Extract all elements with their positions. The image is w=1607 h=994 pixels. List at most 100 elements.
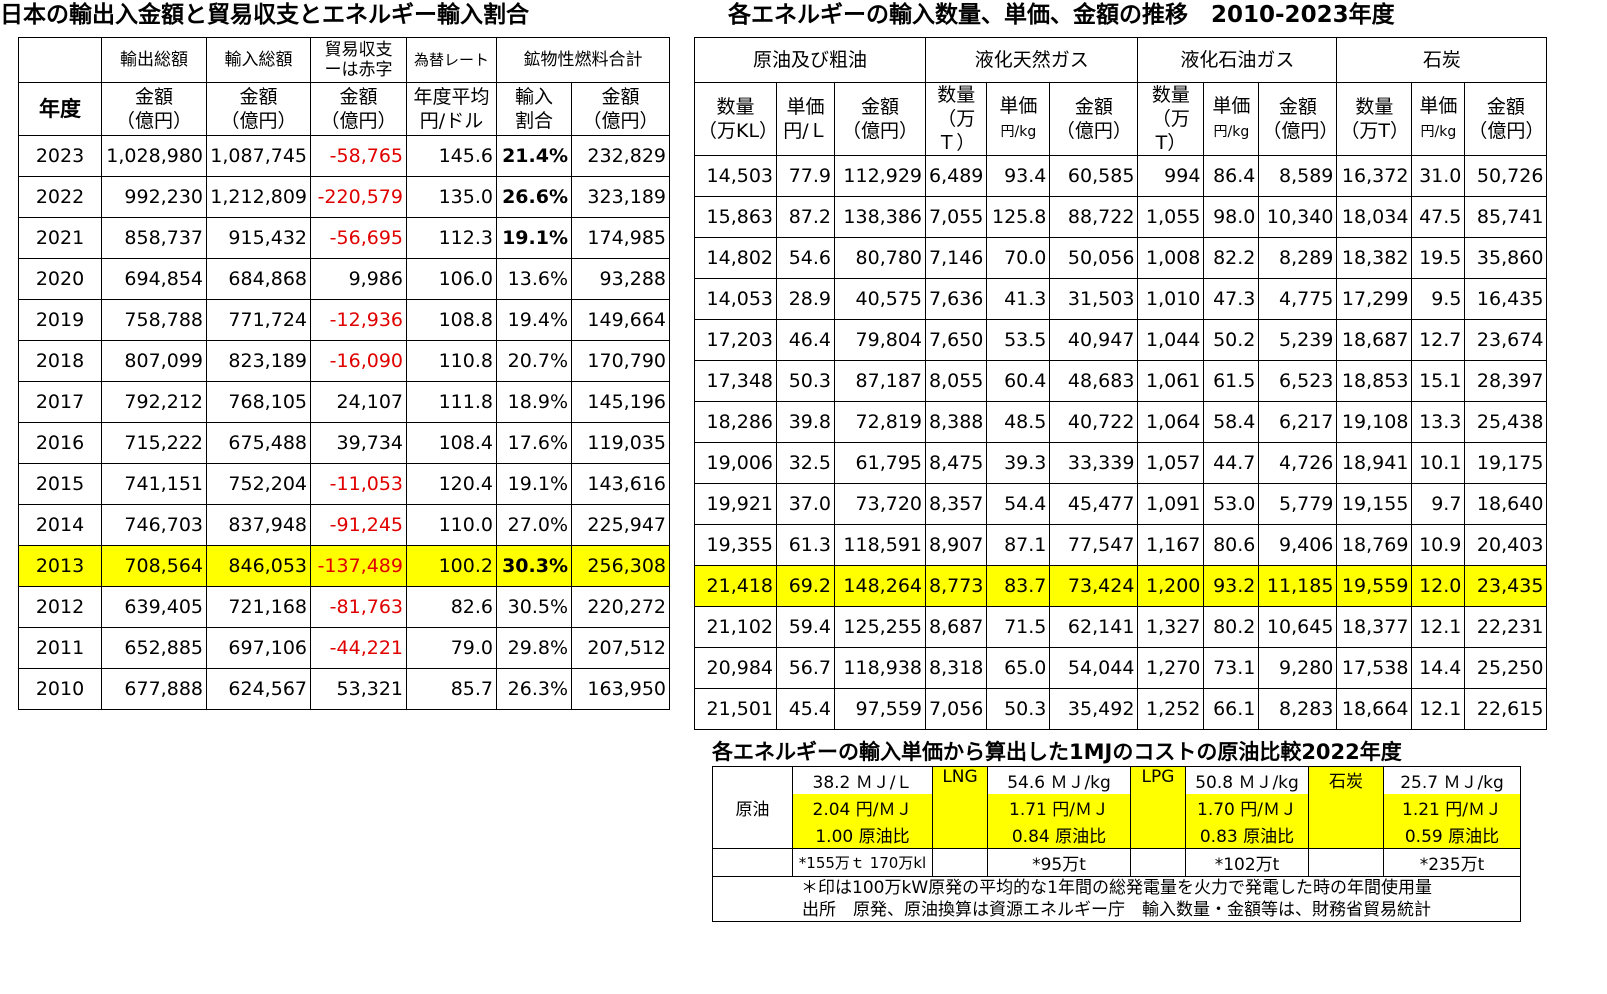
year-cell: 2016 (18, 422, 102, 464)
data-cell: 73,424 (1049, 565, 1139, 607)
header-lpg: 液化石油ガス (1137, 37, 1338, 83)
data-cell: 54,044 (1049, 647, 1139, 689)
mj-cost-coal: 1.21 円/ＭＪ (1383, 794, 1521, 821)
data-cell: 25,250 (1464, 647, 1548, 689)
header-amount: 金額 （億円） (1464, 82, 1548, 156)
data-cell: -81,763 (310, 586, 407, 628)
data-cell: 145,196 (571, 381, 670, 423)
data-cell: 80.6 (1203, 524, 1260, 566)
data-cell: 12.1 (1411, 606, 1466, 648)
data-cell: 21,418 (694, 565, 777, 607)
data-cell: 752,204 (206, 463, 311, 505)
data-cell: 25,438 (1464, 401, 1548, 443)
header-unit-price: 単価 円/kg (1203, 82, 1260, 156)
data-cell: 19,108 (1336, 401, 1413, 443)
data-cell: 143,616 (571, 463, 670, 505)
data-cell: 771,724 (206, 299, 311, 341)
table-row: 2016 715,222 675,488 39,734 108.4 17.6% 119,03… (18, 422, 670, 464)
data-cell: 232,829 (571, 135, 670, 177)
data-cell: 18,377 (1336, 606, 1413, 648)
data-cell: 45.4 (776, 688, 835, 730)
data-cell: 88,722 (1049, 196, 1139, 238)
data-cell: 225,947 (571, 504, 670, 546)
data-cell: 48.5 (986, 401, 1051, 443)
data-cell: 35,860 (1464, 237, 1548, 279)
left-title: 日本の輸出入金額と貿易収支とエネルギー輸入割合 (0, 2, 529, 28)
mj-cost-lpg: 1.70 円/ＭＪ (1185, 794, 1309, 821)
data-cell: 174,985 (571, 217, 670, 259)
data-cell: 28.9 (776, 278, 835, 320)
data-cell: 53.5 (986, 319, 1051, 361)
data-cell: 746,703 (101, 504, 207, 546)
right-title: 各エネルギーの輸入数量、単価、金額の推移 2010-2023年度 (728, 2, 1395, 28)
footnote-source: 出所 原発、原油換算は資源エネルギー庁 輸入数量・金額等は、財務省貿易統計 (712, 899, 1521, 922)
table-row: 2019 758,788 771,724 -12,936 108.8 19.4% 149,6… (18, 299, 670, 341)
data-cell: 7,650 (924, 319, 988, 361)
data-cell: 8,357 (924, 483, 988, 525)
data-cell: 8,687 (924, 606, 988, 648)
data-cell: 70.0 (986, 237, 1051, 279)
mj-energy-crude: 38.2 ＭＪ/Ｌ (792, 766, 933, 794)
table-row: 19,355 61.3 118,591 8,907 87.1 77,547 1,167 80.… (694, 524, 1548, 566)
data-cell: 652,885 (101, 627, 207, 669)
table-row: 2017 792,212 768,105 24,107 111.8 18.9% 145,19… (18, 381, 670, 423)
data-cell: 6,523 (1258, 360, 1338, 402)
mj-cost-crude: 2.04 円/ＭＪ (792, 794, 933, 821)
data-cell: 100.2 (406, 545, 497, 587)
data-cell: -56,695 (310, 217, 407, 259)
year-cell: 2011 (18, 627, 102, 669)
data-cell: 44.7 (1203, 442, 1260, 484)
data-cell: 1,028,980 (101, 135, 207, 177)
year-cell: 2013 (18, 545, 102, 587)
data-cell: 6,217 (1258, 401, 1338, 443)
header-unit-price: 単価 円/kg (1411, 82, 1466, 156)
data-cell: 80,780 (834, 237, 926, 279)
data-cell: 915,432 (206, 217, 311, 259)
data-cell: 758,788 (101, 299, 207, 341)
data-cell: 26.6% (496, 176, 572, 218)
table-row: 20,984 56.7 118,938 8,318 65.0 54,044 1,270 73.… (694, 647, 1548, 689)
data-cell: 48,683 (1049, 360, 1139, 402)
data-cell: 1,055 (1137, 196, 1205, 238)
data-cell: 694,854 (101, 258, 207, 300)
data-cell: 111.8 (406, 381, 497, 423)
table-row: 2020 694,854 684,868 9,986 106.0 13.6% 93,288 (18, 258, 670, 300)
data-cell: 715,222 (101, 422, 207, 464)
header-amount: 金額 （億円） (206, 82, 311, 136)
data-cell: 9,986 (310, 258, 407, 300)
table-row: 2014 746,703 837,948 -91,245 110.0 27.0% 225,9… (18, 504, 670, 546)
data-cell: 108.8 (406, 299, 497, 341)
data-cell: 8,318 (924, 647, 988, 689)
mj-label-crude: 原油 (712, 766, 793, 849)
data-cell: 19.4% (496, 299, 572, 341)
data-cell: 39.3 (986, 442, 1051, 484)
data-cell: 19,175 (1464, 442, 1548, 484)
data-cell: 10,645 (1258, 606, 1338, 648)
data-cell: 11,185 (1258, 565, 1338, 607)
data-cell: 21.4% (496, 135, 572, 177)
table-row: 17,203 46.4 79,804 7,650 53.5 40,947 1,044 50.2… (694, 319, 1548, 361)
mj-energy-lpg: 50.8 ＭＪ/kg (1185, 766, 1309, 794)
data-cell: 994 (1137, 155, 1205, 197)
mj-cost-lng: 1.71 円/ＭＪ (987, 794, 1131, 821)
header-lng: 液化天然ガス (924, 37, 1139, 83)
table-row: 14,053 28.9 40,575 7,636 41.3 31,503 1,010 47.3… (694, 278, 1548, 320)
data-cell: 15,863 (694, 196, 777, 238)
data-cell: 53.0 (1203, 483, 1260, 525)
data-cell: 24,107 (310, 381, 407, 423)
data-cell: 31.0 (1411, 155, 1466, 197)
table-row: 19,006 32.5 61,795 8,475 39.3 33,339 1,057 44.7… (694, 442, 1548, 484)
data-cell: 19,355 (694, 524, 777, 566)
data-cell: 18,853 (1336, 360, 1413, 402)
data-cell: 14,802 (694, 237, 777, 279)
trade-table: 輸出総額 輸入総額 貿易収支 ーは赤字 為替レート 鉱物性燃料合計 年度 金額 … (18, 37, 670, 710)
data-cell: 10,340 (1258, 196, 1338, 238)
data-cell: 35,492 (1049, 688, 1139, 730)
data-cell: 10.9 (1411, 524, 1466, 566)
data-cell: 18,286 (694, 401, 777, 443)
data-cell: 675,488 (206, 422, 311, 464)
mj-ratio-crude: 1.00 原油比 (792, 821, 933, 849)
data-cell: 768,105 (206, 381, 311, 423)
data-cell: 138,386 (834, 196, 926, 238)
data-cell: 41.3 (986, 278, 1051, 320)
